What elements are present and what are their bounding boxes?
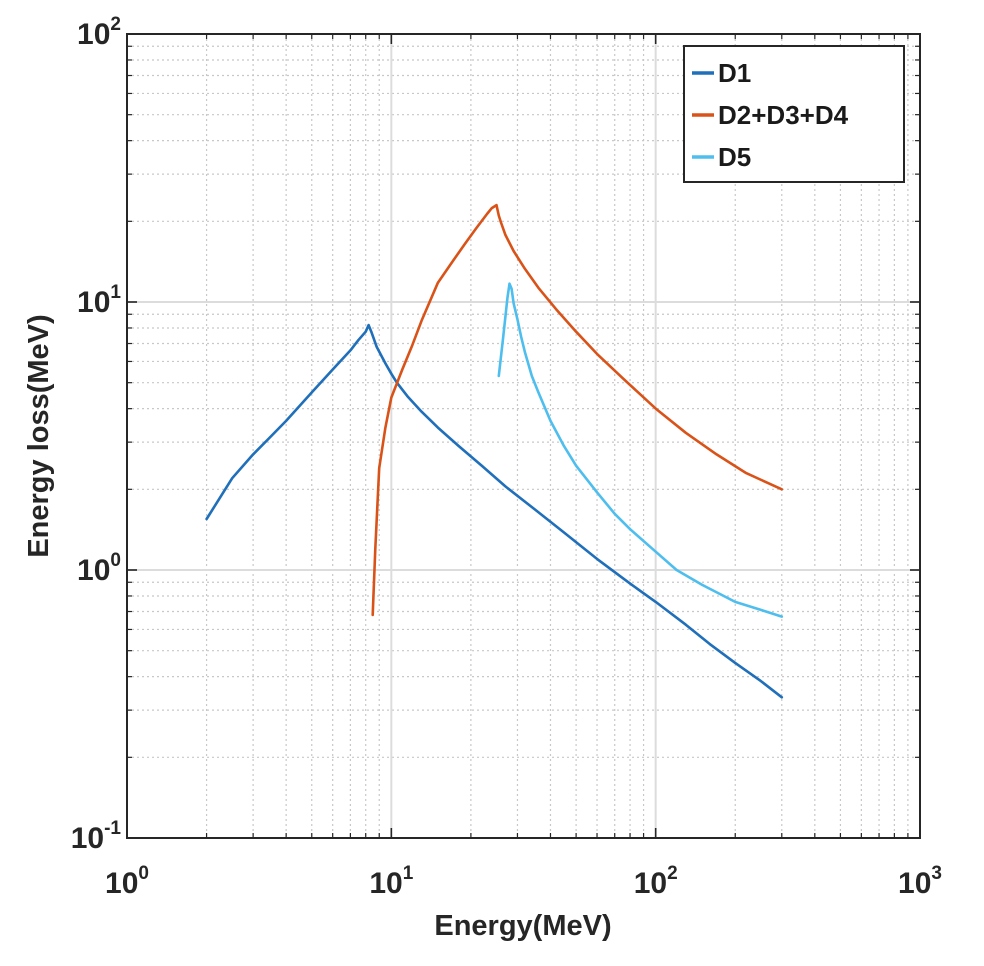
y-axis-title: Energy loss(MeV) (23, 314, 55, 557)
x-tick-label: 103 (898, 863, 942, 900)
x-tick-labels: 100 101 102 103 (105, 863, 942, 900)
x-tick-label: 100 (105, 863, 149, 900)
axis-ticks (126, 33, 921, 839)
y-tick-label: 10-1 (71, 818, 122, 855)
legend: D1 D2+D3+D4 D5 (683, 45, 905, 183)
legend-label: D1 (718, 58, 751, 88)
y-tick-label: 101 (77, 282, 121, 319)
series-line-d2-d3-d4 (371, 203, 784, 617)
series-lines (205, 203, 784, 699)
legend-box (683, 45, 905, 183)
legend-label: D2+D3+D4 (718, 100, 849, 130)
y-tick-label: 100 (77, 550, 121, 587)
x-tick-label: 101 (369, 863, 413, 900)
major-grid (127, 34, 920, 838)
y-tick-labels: 10-1 100 101 102 (71, 14, 122, 855)
y-tick-label: 102 (77, 14, 121, 51)
x-axis-title: Energy(MeV) (434, 910, 611, 942)
legend-label: D5 (718, 142, 751, 172)
x-tick-label: 102 (634, 863, 678, 900)
plot-frame (126, 33, 921, 839)
series-line-d5 (497, 282, 784, 618)
series-line-d1 (205, 323, 784, 699)
